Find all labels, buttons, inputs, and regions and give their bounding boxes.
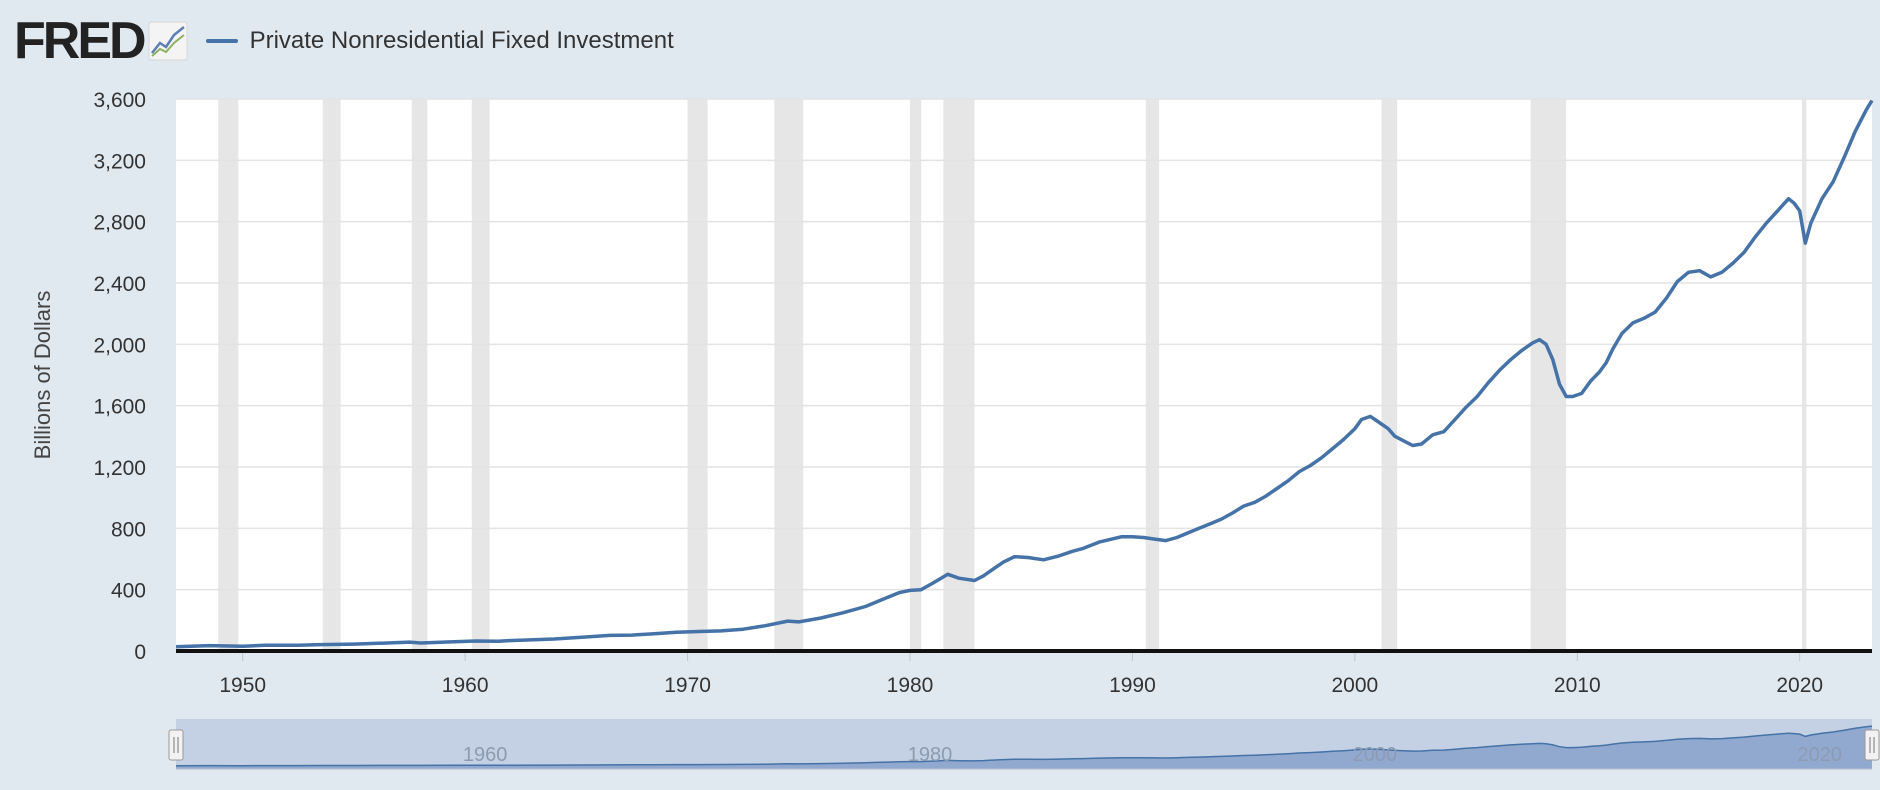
x-tick-label: 1980: [887, 674, 934, 697]
x-tick-label: 2010: [1554, 674, 1601, 697]
y-tick-label: 1,600: [93, 396, 146, 419]
y-tick-label: 1,200: [93, 457, 146, 480]
recession-band: [1530, 99, 1567, 651]
navigator-tick-label: 2000: [1353, 744, 1398, 766]
y-tick-label: 3,600: [93, 89, 146, 112]
y-tick-label: 2,000: [93, 334, 146, 357]
recession-band: [1801, 99, 1807, 651]
legend-series-label: Private Nonresidential Fixed Investment: [249, 27, 674, 54]
navigator-handle-right[interactable]: [1864, 729, 1880, 761]
x-tick-label: 1950: [219, 674, 266, 697]
x-tick-label: 1970: [664, 674, 711, 697]
y-tick-label: 3,200: [93, 150, 146, 173]
y-tick-label: 800: [111, 518, 146, 541]
navigator-series-area: [176, 726, 1872, 769]
navigator-tick-label: 1980: [908, 744, 953, 766]
recession-band: [1381, 99, 1398, 651]
line-graph-icon: [148, 21, 188, 61]
navigator-handle-left[interactable]: [168, 729, 184, 761]
y-tick-label: 0: [134, 641, 146, 664]
recession-band: [910, 99, 922, 651]
recession-band: [322, 99, 341, 651]
x-tick-label: 2000: [1331, 674, 1378, 697]
recession-band: [1145, 99, 1160, 651]
recession-band: [943, 99, 975, 651]
legend-series-swatch: [205, 39, 238, 43]
recession-band: [774, 99, 804, 651]
navigator-tick-label: 2020: [1797, 744, 1842, 766]
chart-header: FRED Private Nonresidential Fixed Invest…: [14, 14, 914, 68]
y-tick-label: 2,800: [93, 212, 146, 235]
navigator-tick-label: 1960: [463, 744, 508, 766]
chart-legend[interactable]: Private Nonresidential Fixed Investment: [205, 27, 674, 55]
recession-band: [687, 99, 708, 651]
y-axis-label: Billions of Dollars: [30, 291, 55, 460]
navigator-series-line: [175, 725, 1873, 767]
plot-area: [176, 99, 1872, 651]
x-tick-label: 1990: [1109, 674, 1156, 697]
recession-band: [471, 99, 490, 651]
series-line: [175, 99, 1874, 649]
y-tick-label: 2,400: [93, 273, 146, 296]
x-tick-label: 2020: [1776, 674, 1823, 697]
y-tick-label: 400: [111, 580, 146, 603]
recession-band: [411, 99, 428, 651]
fred-logo[interactable]: FRED: [14, 12, 147, 70]
x-tick-label: 1960: [442, 674, 489, 697]
recession-band: [218, 99, 239, 651]
